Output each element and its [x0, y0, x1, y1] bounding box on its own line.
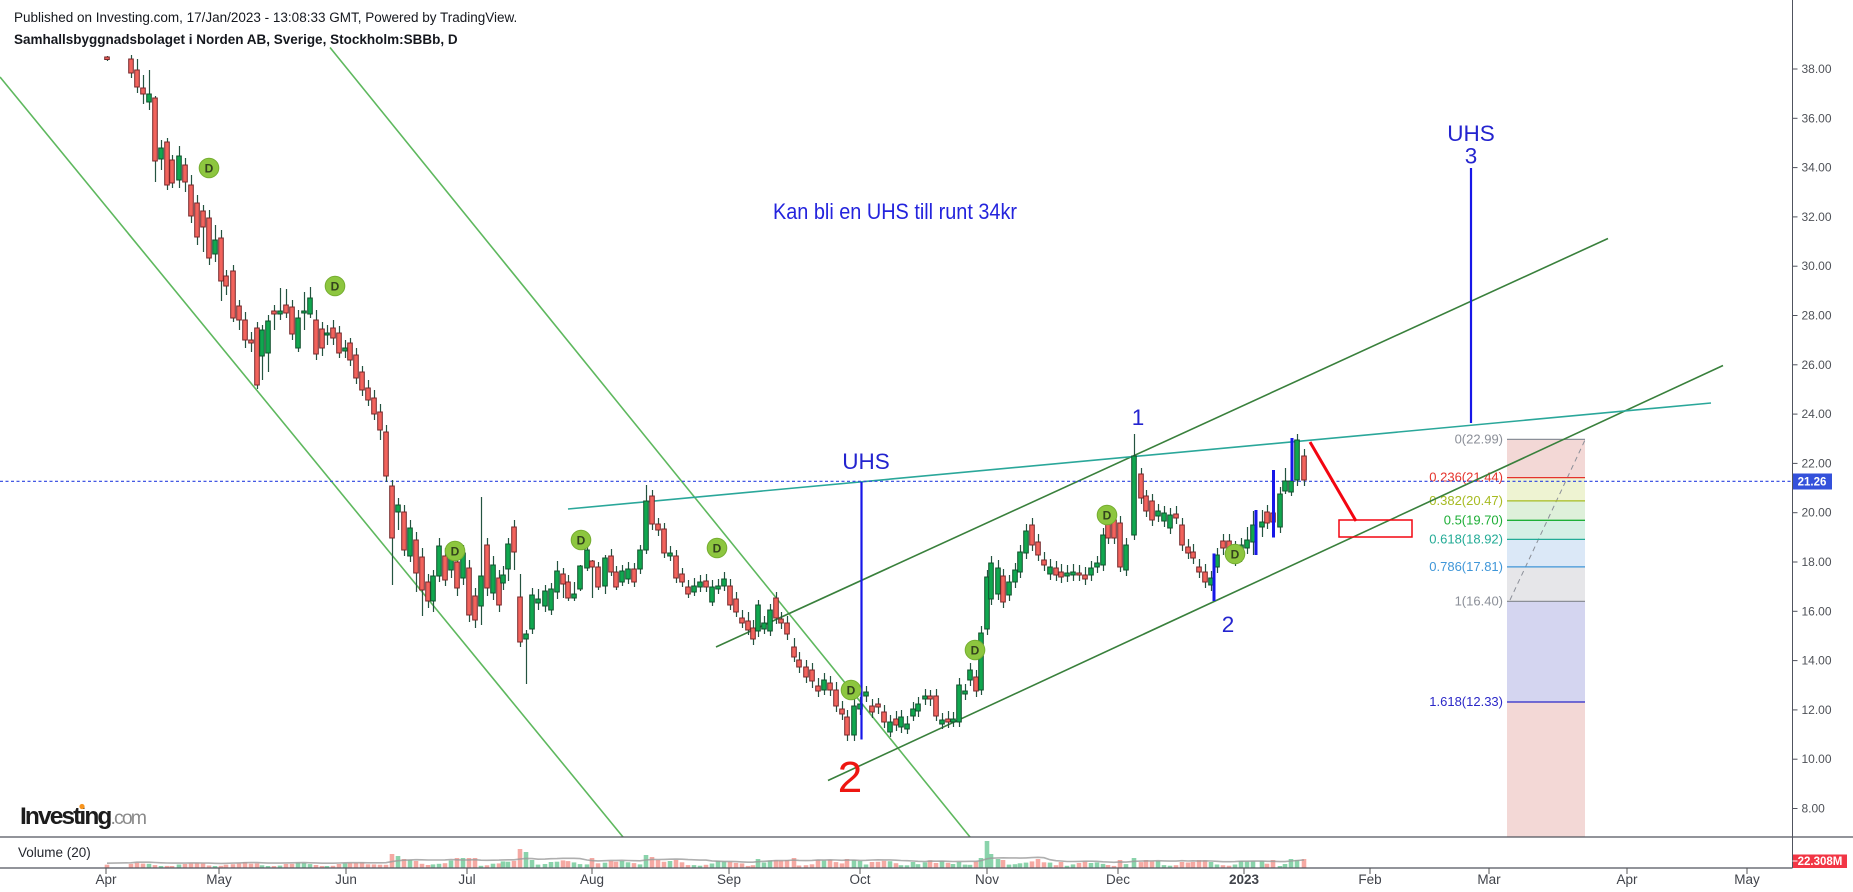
svg-text:2023: 2023	[1229, 872, 1260, 887]
svg-text:Kan bli en UHS till runt 34kr: Kan bli en UHS till runt 34kr	[773, 199, 1017, 224]
svg-text:D: D	[577, 534, 586, 548]
svg-text:Feb: Feb	[1358, 872, 1381, 887]
svg-text:22.00: 22.00	[1802, 456, 1832, 470]
svg-text:D: D	[847, 684, 856, 698]
svg-text:8.00: 8.00	[1802, 802, 1826, 816]
svg-text:D: D	[451, 545, 460, 559]
svg-text:20.00: 20.00	[1802, 506, 1832, 520]
svg-text:D: D	[331, 280, 340, 294]
svg-text:14.00: 14.00	[1802, 654, 1832, 668]
svg-text:21.26: 21.26	[1798, 477, 1827, 489]
svg-text:38.00: 38.00	[1802, 62, 1832, 76]
svg-text:Published on Investing.com, 17: Published on Investing.com, 17/Jan/2023 …	[14, 10, 517, 25]
svg-text:UHS: UHS	[842, 449, 890, 474]
svg-text:Apr: Apr	[1616, 872, 1638, 887]
svg-text:34.00: 34.00	[1802, 161, 1832, 175]
svg-text:Sep: Sep	[717, 872, 741, 887]
svg-text:1.618(12.33): 1.618(12.33)	[1429, 694, 1503, 709]
svg-text:22.308M: 22.308M	[1798, 856, 1843, 868]
svg-text:0.5(19.70): 0.5(19.70)	[1444, 512, 1503, 527]
svg-text:1(16.40): 1(16.40)	[1455, 593, 1503, 608]
svg-text:26.00: 26.00	[1802, 358, 1832, 372]
svg-text:0.786(17.81): 0.786(17.81)	[1429, 559, 1503, 574]
svg-text:Nov: Nov	[975, 872, 999, 887]
svg-text:Aug: Aug	[580, 872, 604, 887]
svg-text:18.00: 18.00	[1802, 555, 1832, 569]
svg-text:D: D	[713, 542, 722, 556]
svg-text:0.618(18.92): 0.618(18.92)	[1429, 531, 1503, 546]
svg-text:Apr: Apr	[95, 872, 117, 887]
svg-text:0(22.99): 0(22.99)	[1455, 431, 1503, 446]
svg-text:1: 1	[1132, 405, 1145, 430]
svg-text:Jun: Jun	[335, 872, 357, 887]
svg-text:12.00: 12.00	[1802, 703, 1832, 717]
svg-text:Oct: Oct	[849, 872, 870, 887]
svg-text:24.00: 24.00	[1802, 407, 1832, 421]
svg-text:30.00: 30.00	[1802, 259, 1832, 273]
svg-text:2: 2	[1222, 612, 1235, 637]
svg-text:28.00: 28.00	[1802, 309, 1832, 323]
svg-text:May: May	[1734, 872, 1760, 887]
svg-text:Volume (20): Volume (20)	[18, 845, 91, 860]
svg-text:0.382(20.47): 0.382(20.47)	[1429, 493, 1503, 508]
svg-text:36.00: 36.00	[1802, 111, 1832, 125]
svg-text:Jul: Jul	[458, 872, 475, 887]
svg-text:UHS: UHS	[1447, 121, 1495, 146]
svg-text:Mar: Mar	[1477, 872, 1501, 887]
svg-text:3: 3	[1465, 144, 1478, 169]
svg-text:D: D	[205, 162, 214, 176]
svg-text:2: 2	[838, 753, 862, 802]
svg-text:D: D	[1231, 548, 1240, 562]
svg-text:May: May	[206, 872, 232, 887]
svg-text:Samhallsbyggnadsbolaget i Nord: Samhallsbyggnadsbolaget i Norden AB, Sve…	[14, 32, 458, 47]
svg-text:16.00: 16.00	[1802, 604, 1832, 618]
svg-text:10.00: 10.00	[1802, 752, 1832, 766]
svg-text:Dec: Dec	[1106, 872, 1130, 887]
svg-text:D: D	[1103, 509, 1112, 523]
svg-text:D: D	[971, 644, 980, 658]
svg-text:32.00: 32.00	[1802, 210, 1832, 224]
